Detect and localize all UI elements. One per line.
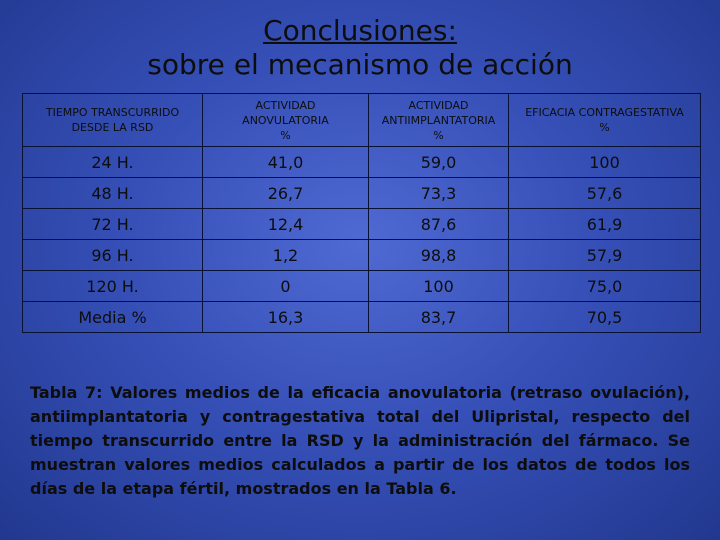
cell-contragestativa: 75,0 (508, 270, 701, 302)
table-caption: Tabla 7: Valores medios de la eficacia a… (30, 383, 690, 498)
table-row: 24 H. 41,0 59,0 100 (22, 146, 701, 178)
cell-tiempo: Media % (22, 301, 203, 333)
header-line: ANTIIMPLANTATORIA (381, 113, 496, 127)
cell-anovulatoria: 12,4 (202, 208, 369, 240)
table-row: 120 H. 0 100 75,0 (22, 270, 701, 302)
header-line: EFICACIA CONTRAGESTATIVA (525, 106, 684, 119)
cell-antiimplantatoria: 59,0 (368, 146, 509, 178)
cell-tiempo: 96 H. (22, 239, 203, 271)
slide-title: Conclusiones: sobre el mecanismo de acci… (0, 14, 720, 82)
cell-antiimplantatoria: 98,8 (368, 239, 509, 271)
results-table: TIEMPO TRANSCURRIDO DESDE LA RSD ACTIVID… (22, 93, 701, 333)
table-row: 48 H. 26,7 73,3 57,6 (22, 177, 701, 209)
cell-anovulatoria: 0 (202, 270, 369, 302)
title-line-1: Conclusiones: (263, 14, 457, 47)
cell-contragestativa: 100 (508, 146, 701, 178)
header-anovulatoria: ACTIVIDAD ANOVULATORIA % (202, 93, 369, 147)
header-line: TIEMPO TRANSCURRIDO (45, 106, 180, 119)
cell-tiempo: 72 H. (22, 208, 203, 240)
header-line: % (280, 128, 291, 142)
cell-anovulatoria: 26,7 (202, 177, 369, 209)
table-header-row: TIEMPO TRANSCURRIDO DESDE LA RSD ACTIVID… (22, 93, 701, 147)
header-line: % (433, 128, 444, 142)
header-line: ANOVULATORIA (242, 113, 329, 127)
header-line: ACTIVIDAD (408, 98, 469, 112)
cell-anovulatoria: 41,0 (202, 146, 369, 178)
title-line-2: sobre el mecanismo de acción (147, 48, 573, 81)
cell-tiempo: 48 H. (22, 177, 203, 209)
cell-contragestativa: 57,6 (508, 177, 701, 209)
table-row: 96 H. 1,2 98,8 57,9 (22, 239, 701, 271)
table-row: 72 H. 12,4 87,6 61,9 (22, 208, 701, 240)
cell-antiimplantatoria: 83,7 (368, 301, 509, 333)
header-line: % (599, 121, 610, 134)
cell-contragestativa: 57,9 (508, 239, 701, 271)
header-antiimplantatoria: ACTIVIDAD ANTIIMPLANTATORIA % (368, 93, 509, 147)
cell-tiempo: 24 H. (22, 146, 203, 178)
cell-antiimplantatoria: 87,6 (368, 208, 509, 240)
cell-contragestativa: 70,5 (508, 301, 701, 333)
header-line: DESDE LA RSD (71, 121, 154, 134)
cell-antiimplantatoria: 73,3 (368, 177, 509, 209)
header-contragestativa: EFICACIA CONTRAGESTATIVA % (508, 93, 701, 147)
table-row-media: Media % 16,3 83,7 70,5 (22, 301, 701, 333)
cell-tiempo: 120 H. (22, 270, 203, 302)
cell-antiimplantatoria: 100 (368, 270, 509, 302)
cell-anovulatoria: 1,2 (202, 239, 369, 271)
header-tiempo: TIEMPO TRANSCURRIDO DESDE LA RSD (22, 93, 203, 147)
cell-contragestativa: 61,9 (508, 208, 701, 240)
cell-anovulatoria: 16,3 (202, 301, 369, 333)
header-line: ACTIVIDAD (255, 98, 316, 112)
